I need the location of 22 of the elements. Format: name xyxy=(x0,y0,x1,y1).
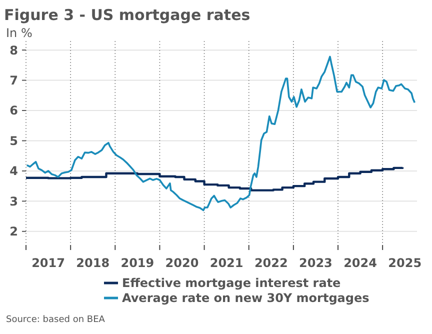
y-tick-label: 4 xyxy=(10,164,18,178)
legend-label: Effective mortgage interest rate xyxy=(122,276,341,290)
x-tick-label: 2025 xyxy=(388,256,422,270)
y-tick-label: 5 xyxy=(10,134,18,148)
x-tick-label: 2022 xyxy=(254,256,288,270)
y-tick-label: 2 xyxy=(10,224,18,239)
y-tick-label: 3 xyxy=(10,194,18,208)
x-tick-label: 2021 xyxy=(210,256,244,270)
y-tick-label: 8 xyxy=(10,43,18,58)
x-tick-label: 2024 xyxy=(344,256,377,270)
x-tick-label: 2017 xyxy=(32,256,65,270)
y-axis-title: In % xyxy=(6,26,32,40)
x-tick-label: 2020 xyxy=(165,256,199,270)
legend-label: Average rate on new 30Y mortgages xyxy=(122,291,370,306)
y-tick-label: 6 xyxy=(10,104,18,118)
y-tick-label: 7 xyxy=(10,73,18,88)
x-tick-label: 2023 xyxy=(299,256,332,270)
x-tick-label: 2019 xyxy=(120,256,154,270)
line-series xyxy=(26,56,416,212)
chart-title: Figure 3 - US mortgage rates xyxy=(4,6,250,24)
x-tick-label: 2018 xyxy=(76,256,110,270)
source-note: Source: based on BEA xyxy=(6,315,106,325)
